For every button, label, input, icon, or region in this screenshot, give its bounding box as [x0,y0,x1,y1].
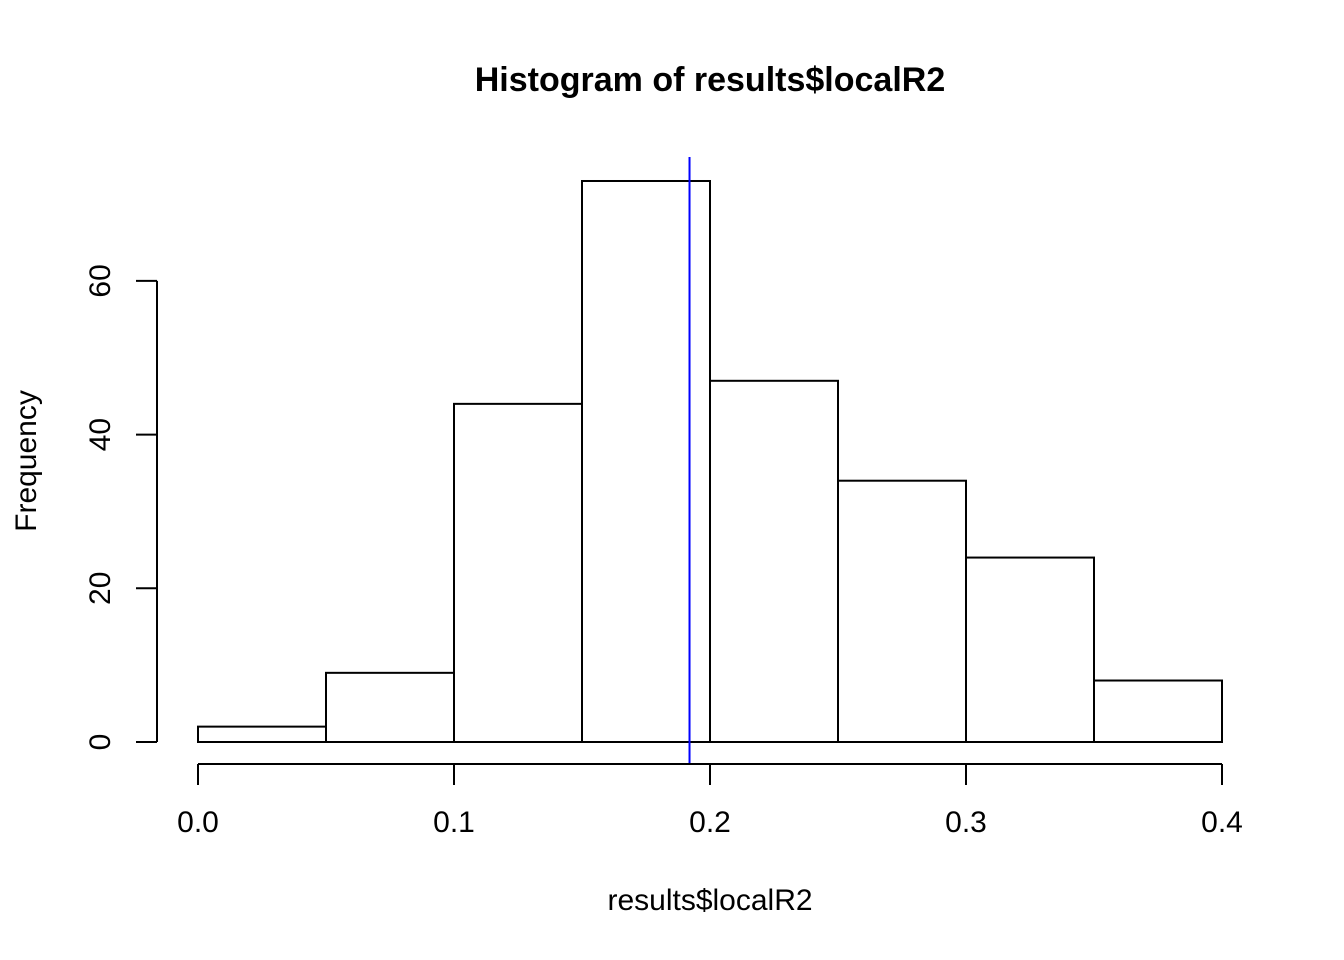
y-tick-label: 60 [84,264,117,297]
histogram-bar [197,725,327,744]
y-axis: 0 20 40 60 [84,264,158,751]
histogram-bar [1093,679,1223,744]
y-tick-label: 20 [84,572,117,605]
x-axis-label: results$localR2 [607,884,812,917]
x-tick-label: 0.2 [689,806,731,839]
x-axis: 0.0 0.1 0.2 0.3 0.4 [177,763,1243,839]
histogram-bar [325,671,455,744]
y-tick-label: 40 [84,418,117,451]
y-axis-label: Frequency [10,390,43,532]
x-tick-label: 0.0 [177,806,219,839]
x-tick-label: 0.1 [433,806,475,839]
histogram-bar [837,479,967,743]
y-tick-label: 0 [84,734,117,751]
histogram-bar [709,379,839,743]
chart-title: Histogram of results$localR2 [475,61,945,99]
x-tick-label: 0.3 [945,806,987,839]
histogram-bar [581,179,711,743]
histogram-bar [965,556,1095,743]
histogram-bars [197,179,1223,744]
x-tick-label: 0.4 [1201,806,1243,839]
histogram-bar [453,402,583,743]
